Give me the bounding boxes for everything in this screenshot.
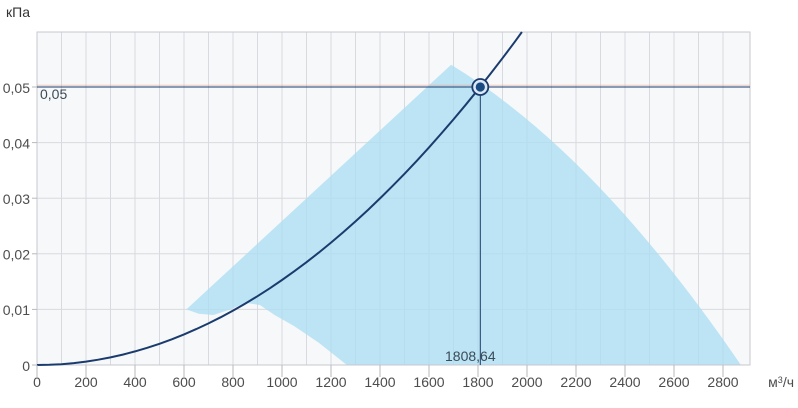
- svg-text:1800: 1800: [462, 374, 493, 390]
- svg-text:0,04: 0,04: [3, 136, 30, 152]
- svg-text:0,05: 0,05: [40, 86, 67, 102]
- svg-text:0,03: 0,03: [3, 191, 30, 207]
- svg-text:2800: 2800: [707, 374, 738, 390]
- svg-text:200: 200: [74, 374, 98, 390]
- svg-text:2600: 2600: [658, 374, 689, 390]
- svg-text:1808,64: 1808,64: [445, 348, 496, 364]
- svg-text:2200: 2200: [560, 374, 591, 390]
- svg-text:800: 800: [221, 374, 245, 390]
- svg-text:400: 400: [123, 374, 147, 390]
- svg-text:м3/ч: м3/ч: [768, 374, 794, 390]
- svg-text:1000: 1000: [266, 374, 297, 390]
- svg-text:1400: 1400: [364, 374, 395, 390]
- svg-text:2000: 2000: [511, 374, 542, 390]
- svg-text:600: 600: [172, 374, 196, 390]
- svg-text:0,05: 0,05: [3, 80, 30, 96]
- svg-text:0: 0: [33, 374, 41, 390]
- svg-text:1600: 1600: [413, 374, 444, 390]
- svg-text:0,01: 0,01: [3, 302, 30, 318]
- svg-text:1200: 1200: [315, 374, 346, 390]
- svg-text:кПа: кПа: [6, 4, 30, 20]
- svg-text:0,02: 0,02: [3, 247, 30, 263]
- svg-text:0: 0: [22, 358, 30, 374]
- svg-text:2400: 2400: [609, 374, 640, 390]
